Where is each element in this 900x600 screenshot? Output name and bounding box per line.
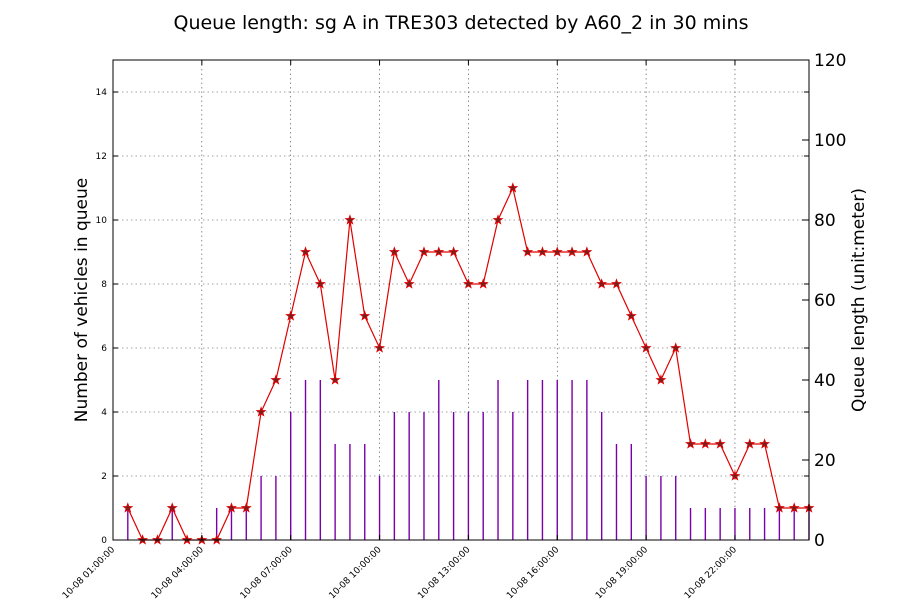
x-tick-label: 10-08 19:00:00 bbox=[594, 545, 650, 600]
queue-point bbox=[255, 406, 267, 417]
left-tick-label: 8 bbox=[101, 280, 107, 290]
left-tick-label: 4 bbox=[101, 408, 107, 418]
queue-point bbox=[166, 502, 178, 513]
left-axis-label: Number of vehicles in queue bbox=[72, 178, 92, 422]
right-tick-label: 20 bbox=[814, 451, 836, 471]
meter-bars bbox=[127, 380, 810, 540]
queue-point bbox=[655, 374, 667, 385]
left-tick-label: 6 bbox=[101, 344, 107, 354]
queue-line-series bbox=[122, 182, 815, 545]
queue-point bbox=[403, 278, 415, 289]
queue-point bbox=[581, 246, 593, 257]
left-tick-label: 14 bbox=[96, 88, 108, 98]
queue-point bbox=[225, 502, 237, 513]
queue-point bbox=[611, 278, 622, 289]
x-tick-label: 10-08 13:00:00 bbox=[416, 545, 472, 600]
queue-point bbox=[359, 310, 371, 321]
queue-point bbox=[522, 246, 534, 257]
x-tick-label: 10-08 01:00:00 bbox=[61, 545, 117, 600]
queue-point bbox=[714, 438, 726, 449]
queue-point bbox=[477, 278, 489, 289]
x-tick-label: 10-08 04:00:00 bbox=[150, 545, 206, 600]
queue-point bbox=[433, 246, 445, 257]
left-y-axis: 0 2 4 6 8 10 12 14 bbox=[96, 88, 809, 546]
queue-point bbox=[670, 342, 682, 353]
left-tick-label: 10 bbox=[96, 216, 108, 226]
right-tick-label: 100 bbox=[814, 131, 846, 151]
queue-point bbox=[448, 246, 460, 257]
plot-frame bbox=[112, 59, 810, 541]
right-tick-label: 0 bbox=[814, 531, 825, 551]
queue-point bbox=[240, 502, 252, 513]
queue-point bbox=[699, 438, 711, 449]
chart-title: Queue length: sg A in TRE303 detected by… bbox=[173, 12, 748, 34]
right-y-axis: 0 20 40 60 80 100 120 bbox=[802, 51, 846, 551]
queue-point bbox=[729, 470, 741, 481]
x-tick-label: 10-08 16:00:00 bbox=[505, 545, 561, 600]
right-tick-label: 60 bbox=[814, 291, 836, 311]
left-tick-label: 12 bbox=[96, 152, 107, 162]
queue-point bbox=[388, 246, 400, 257]
queue-point bbox=[551, 246, 563, 257]
queue-point bbox=[507, 182, 519, 193]
queue-point bbox=[418, 246, 430, 257]
queue-point bbox=[374, 342, 386, 353]
x-tick-label: 10-08 22:00:00 bbox=[683, 545, 739, 600]
queue-point bbox=[640, 342, 652, 353]
queue-point bbox=[625, 310, 637, 321]
queue-point bbox=[685, 438, 697, 449]
queue-point bbox=[536, 246, 548, 257]
x-tick-label: 10-08 07:00:00 bbox=[239, 545, 295, 600]
queue-point bbox=[596, 278, 608, 289]
queue-point bbox=[759, 438, 771, 449]
queue-point bbox=[492, 214, 504, 225]
left-tick-label: 2 bbox=[101, 472, 107, 482]
right-tick-label: 40 bbox=[814, 371, 836, 391]
queue-point bbox=[566, 246, 578, 257]
grid-lines bbox=[113, 60, 809, 540]
right-axis-label: Queue length (unit:meter) bbox=[849, 188, 869, 412]
x-tick-label: 10-08 10:00:00 bbox=[328, 545, 384, 600]
queue-point bbox=[773, 502, 785, 513]
queue-point bbox=[344, 214, 356, 225]
queue-point bbox=[285, 310, 297, 321]
queue-point bbox=[314, 278, 326, 289]
queue-point bbox=[122, 502, 134, 513]
right-tick-label: 80 bbox=[814, 211, 836, 231]
queue-point bbox=[462, 278, 474, 289]
left-tick-label: 0 bbox=[101, 536, 107, 546]
right-tick-label: 120 bbox=[814, 51, 846, 71]
queue-point bbox=[329, 374, 341, 385]
queue-point bbox=[300, 246, 311, 257]
queue-point bbox=[270, 374, 282, 385]
queue-point bbox=[788, 502, 800, 513]
queue-point bbox=[744, 438, 756, 449]
